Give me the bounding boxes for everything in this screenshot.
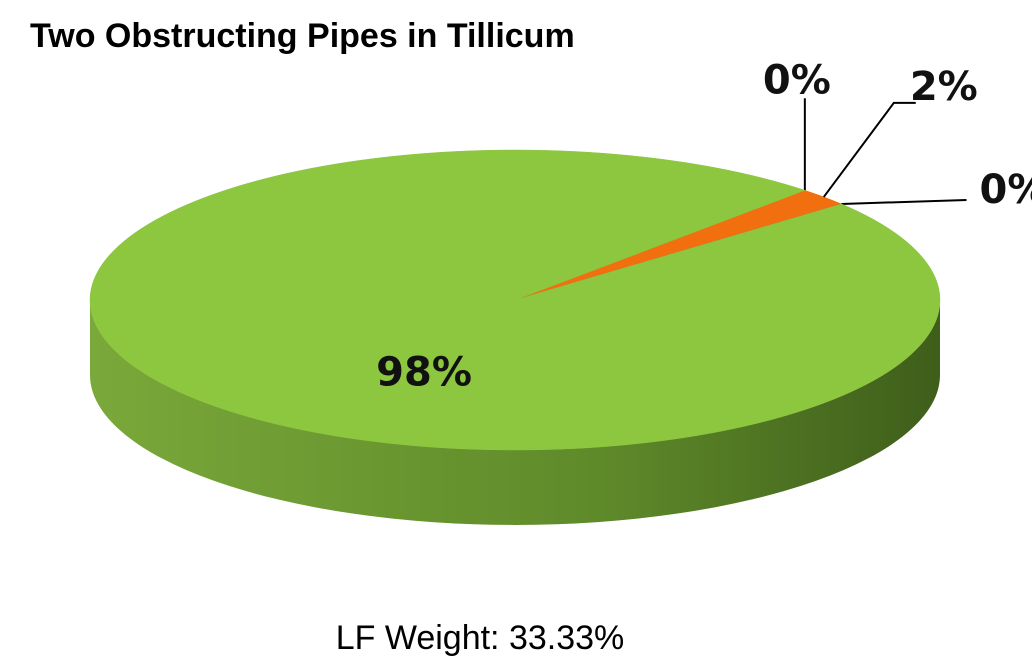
pie-slice: [89, 149, 941, 451]
annotation: LF Weight: 33.33%: [336, 619, 625, 657]
pie-side: [90, 300, 940, 525]
data-label: 2%: [910, 64, 978, 110]
chart-title: Two Obstructing Pipes in Tillicum: [30, 17, 575, 55]
leader-line: [841, 198, 967, 205]
data-label: 0%: [980, 167, 1032, 213]
data-label: 0%: [763, 57, 831, 103]
data-label: 98%: [376, 349, 472, 395]
leader-line: [822, 101, 916, 198]
